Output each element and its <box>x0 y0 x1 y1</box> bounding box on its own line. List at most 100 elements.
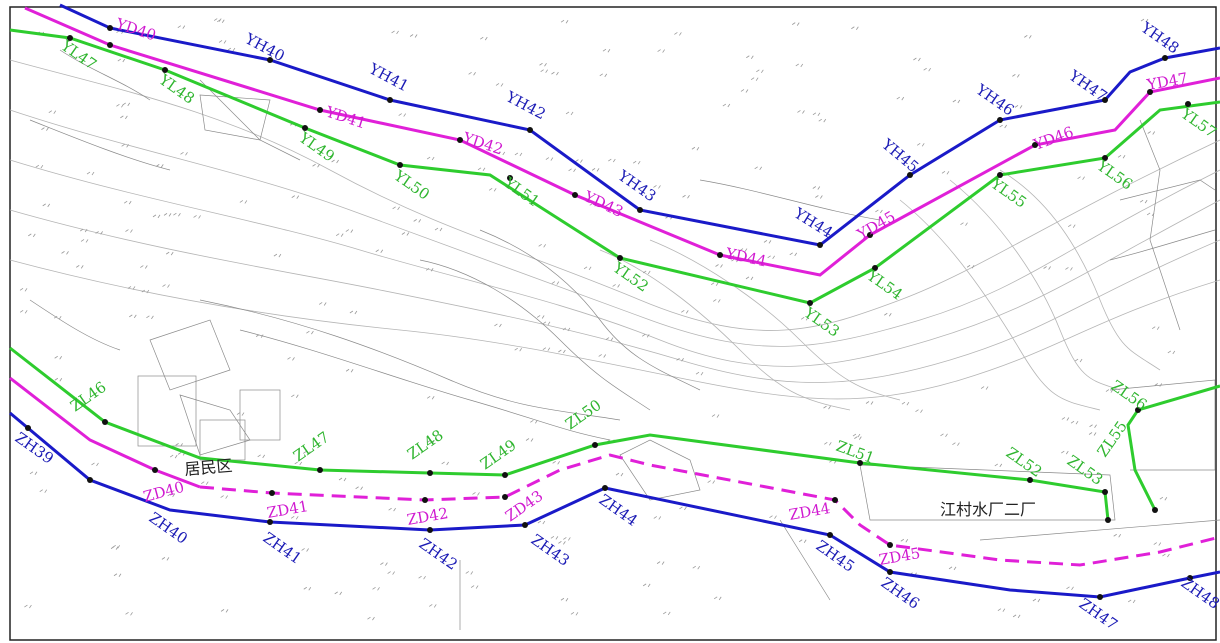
vegetation-mark <box>113 573 122 577</box>
vegetation-mark <box>163 213 172 217</box>
control-point-marker <box>387 97 393 103</box>
zd-alignment-dashed <box>199 453 1220 567</box>
control-point-marker <box>602 485 608 491</box>
vegetation-mark <box>303 586 312 591</box>
vegetation-mark <box>537 520 546 525</box>
vegetation-mark <box>497 151 506 156</box>
vegetation-mark <box>545 157 554 161</box>
vegetation-mark <box>710 282 719 286</box>
vegetation-mark <box>349 310 358 315</box>
control-point-marker <box>102 419 108 425</box>
control-point-marker <box>302 125 308 131</box>
vegetation-mark <box>739 248 748 252</box>
vegetation-mark <box>722 103 731 108</box>
vegetation-mark <box>441 461 449 466</box>
vegetation-mark <box>713 596 722 601</box>
vegetation-mark <box>287 357 295 361</box>
vegetation-mark <box>129 314 137 319</box>
vegetation-mark <box>980 386 989 390</box>
vegetation-mark <box>941 170 950 175</box>
vegetation-mark <box>514 152 523 157</box>
vegetation-mark <box>180 151 188 156</box>
vegetation-mark <box>201 481 209 485</box>
vegetation-mark <box>193 215 201 219</box>
vegetation-mark <box>756 69 764 74</box>
vegetation-mark <box>173 212 181 217</box>
vegetation-mark <box>740 89 749 93</box>
vegetation-mark <box>1140 18 1149 23</box>
control-point-marker <box>457 137 463 143</box>
vegetation-mark <box>1082 80 1090 85</box>
vegetation-mark <box>791 22 800 26</box>
vegetation-mark <box>599 73 608 78</box>
vegetation-mark <box>291 394 299 398</box>
vegetation-mark <box>335 233 344 237</box>
vegetation-mark <box>1012 74 1020 78</box>
vegetation-mark <box>127 286 136 290</box>
vegetation-mark <box>334 591 343 596</box>
vegetation-mark <box>605 337 614 341</box>
vegetation-mark <box>434 227 443 232</box>
control-point-marker <box>867 232 873 238</box>
control-point-marker <box>807 300 813 306</box>
vegetation-mark <box>331 159 339 164</box>
vegetation-mark <box>141 289 150 294</box>
vegetation-mark <box>380 562 388 566</box>
control-point-marker <box>507 175 513 181</box>
control-point-marker <box>1152 507 1158 513</box>
vegetation-mark <box>86 171 95 176</box>
vegetation-mark <box>387 571 395 575</box>
control-point-marker <box>422 497 428 503</box>
vegetation-mark <box>392 206 400 211</box>
vegetation-mark <box>80 239 89 243</box>
vegetation-mark <box>465 571 474 575</box>
vegetation-mark <box>367 616 375 621</box>
vegetation-mark <box>536 315 545 319</box>
vegetation-mark <box>162 284 170 288</box>
control-point-marker <box>107 25 113 31</box>
vegetation-mark <box>800 316 809 321</box>
vegetation-mark <box>552 460 560 465</box>
vegetation-mark <box>999 124 1008 129</box>
vegetation-mark <box>28 233 36 238</box>
control-point-marker <box>637 207 643 213</box>
vegetation-mark <box>165 251 174 256</box>
control-point-marker <box>1162 55 1168 61</box>
vegetation-mark <box>291 195 300 199</box>
vegetation-mark <box>565 111 574 116</box>
control-point-marker <box>717 252 723 258</box>
vegetation-mark <box>542 321 551 326</box>
vegetation-mark <box>560 19 569 24</box>
map-border <box>9 6 1217 641</box>
vegetation-mark <box>746 55 754 59</box>
vegetation-mark <box>1032 598 1041 603</box>
vegetation-mark <box>608 158 616 163</box>
control-point-marker <box>522 522 528 528</box>
vegetation-mark <box>707 480 716 484</box>
vegetation-mark <box>152 214 161 219</box>
vegetation-mark <box>852 433 861 438</box>
label-water-plant: 江村水厂二厂 <box>940 500 1036 519</box>
vegetation-mark <box>769 515 777 519</box>
vegetation-mark <box>391 30 399 35</box>
vegetation-mark <box>345 368 354 373</box>
vegetation-mark <box>480 36 488 41</box>
vegetation-mark <box>318 302 327 306</box>
control-point-marker <box>1187 575 1193 581</box>
control-point-marker <box>1147 89 1153 95</box>
vegetation-mark <box>656 561 665 565</box>
vegetation-mark <box>123 200 132 205</box>
vegetation-mark <box>767 255 775 260</box>
control-point-marker <box>502 494 508 500</box>
control-point-marker <box>1102 155 1108 161</box>
vegetation-mark <box>913 57 921 62</box>
vegetation-mark <box>217 19 225 24</box>
vegetation-mark <box>110 546 119 550</box>
vegetation-mark <box>530 419 538 424</box>
vegetation-mark <box>539 62 547 67</box>
vegetation-mark <box>1139 199 1148 204</box>
vegetation-mark <box>426 395 435 400</box>
vegetation-mark <box>750 77 759 81</box>
